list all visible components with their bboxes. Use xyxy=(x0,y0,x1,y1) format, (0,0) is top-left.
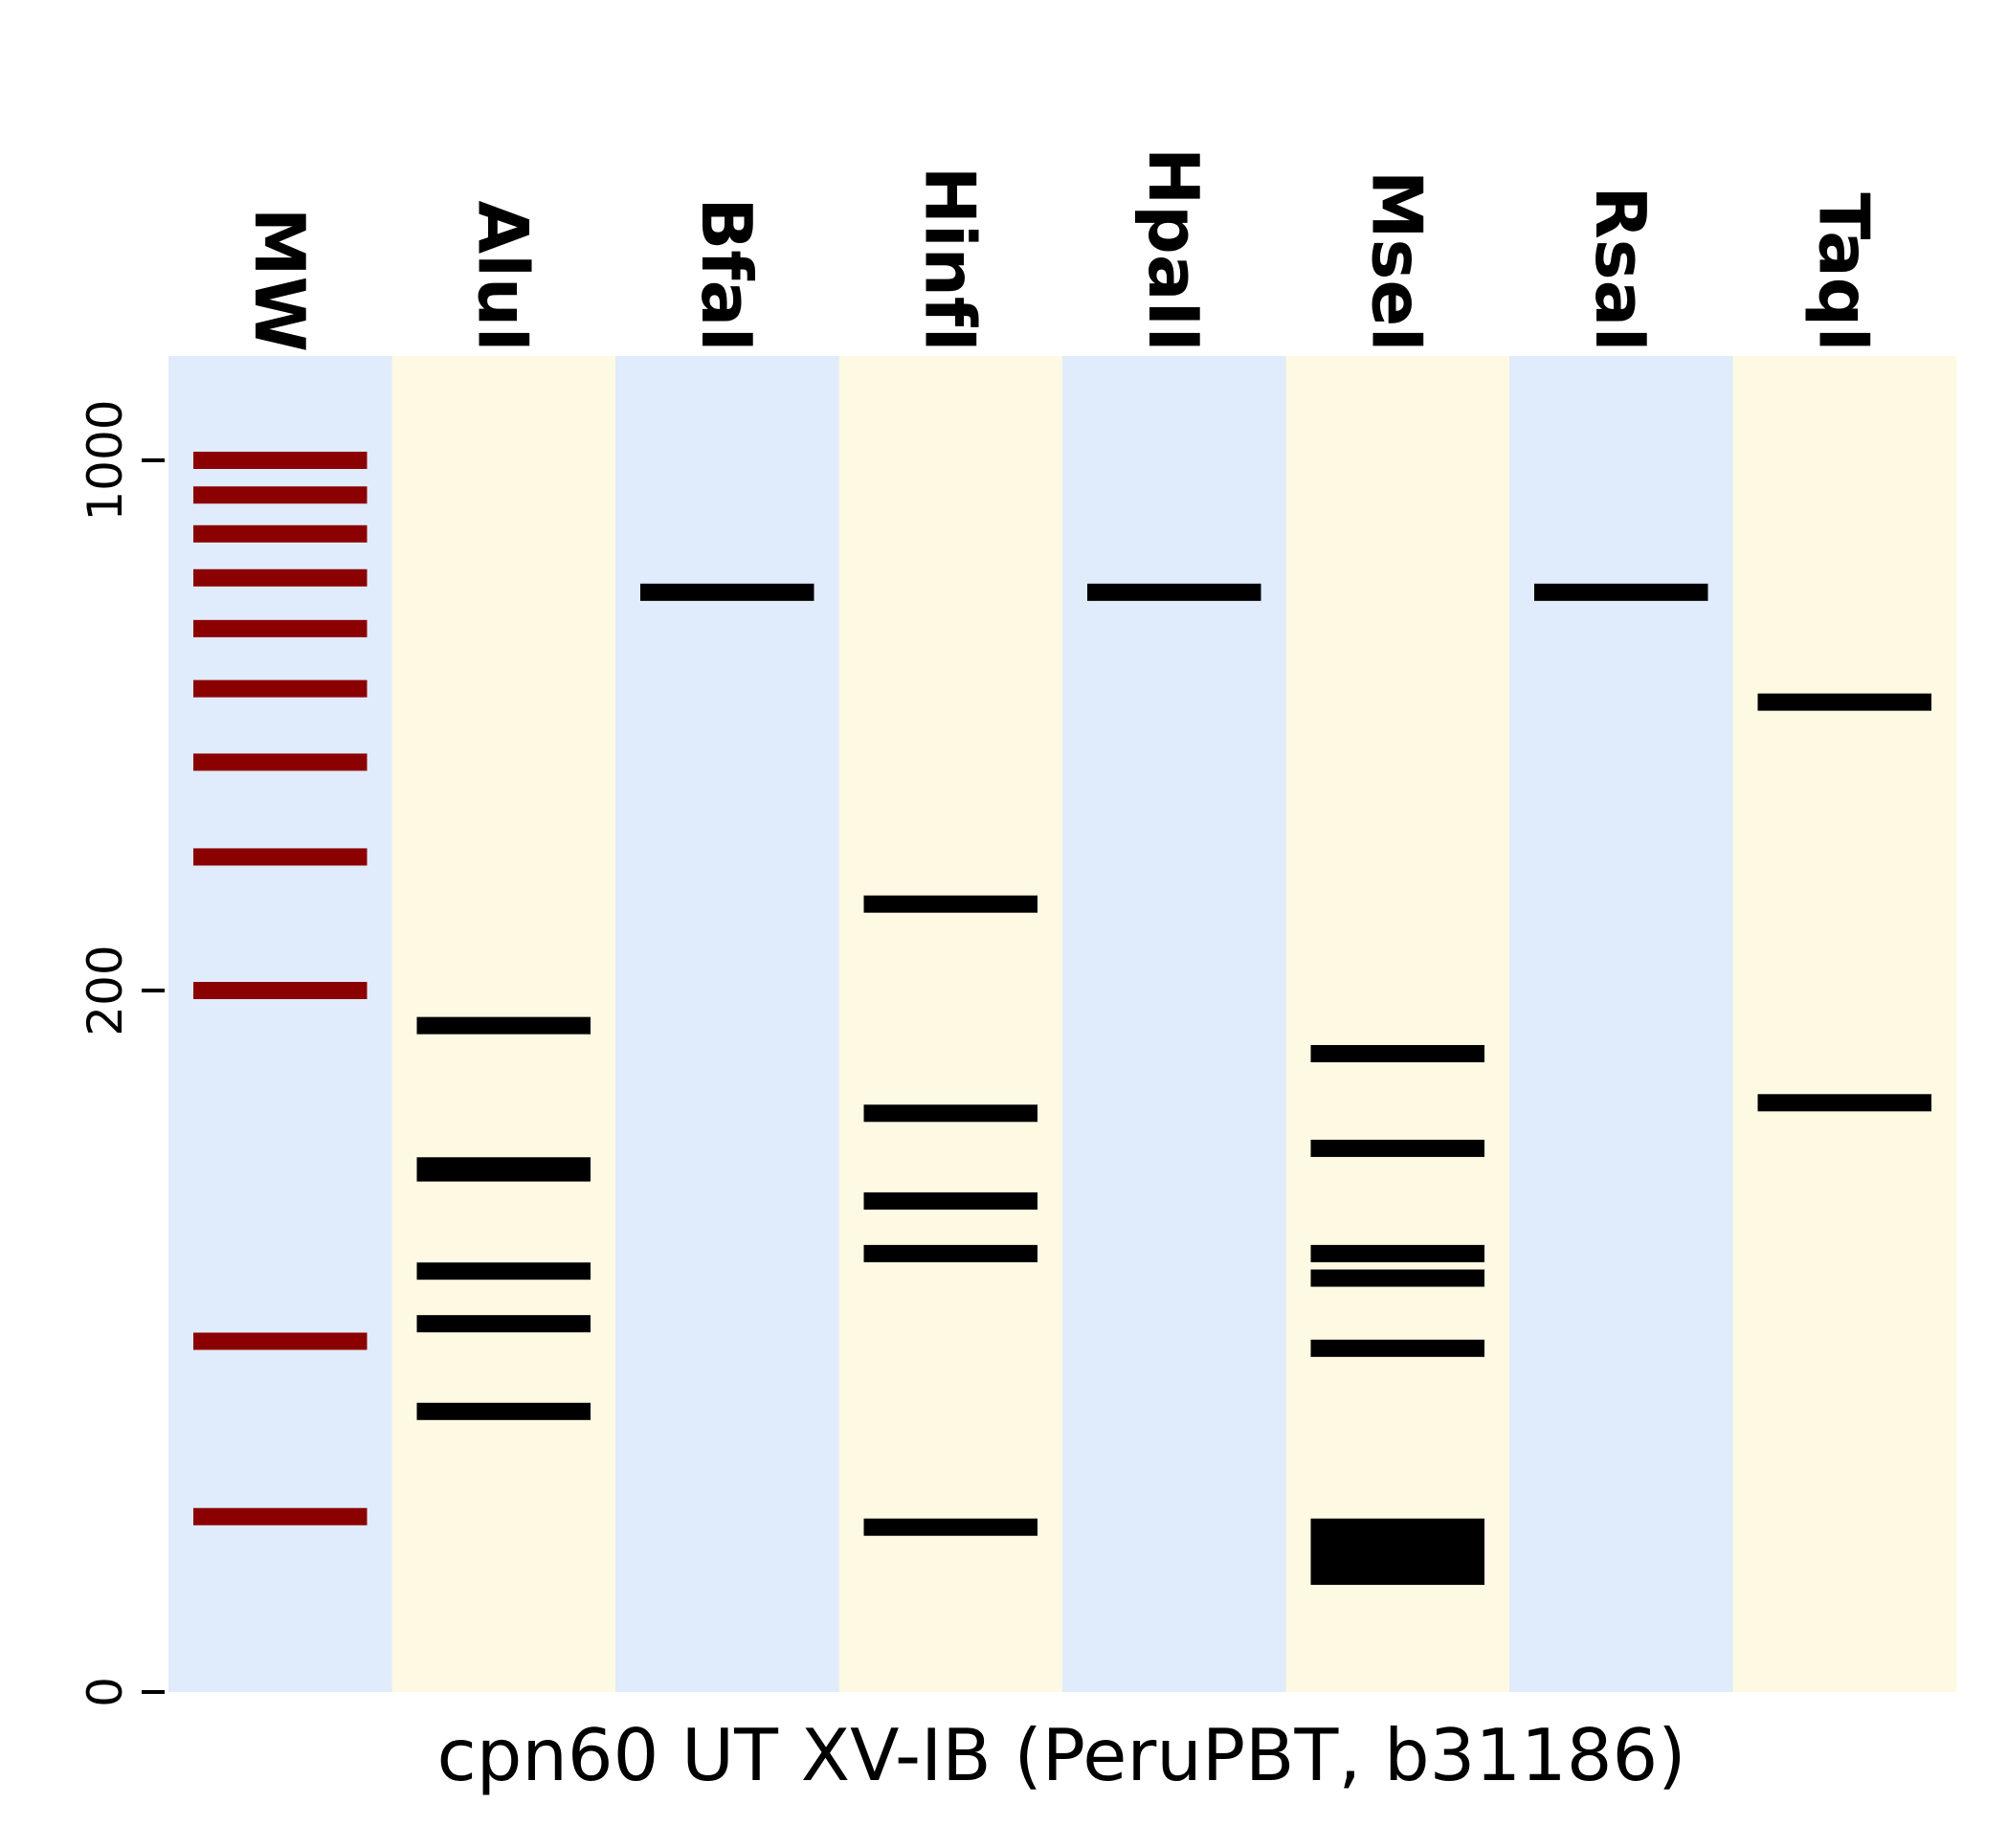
band-hinfi-1 xyxy=(863,895,1037,913)
band-msei-4 xyxy=(1310,1269,1484,1287)
lane-backgrounds xyxy=(168,356,1957,1692)
band-msei-1 xyxy=(1310,1044,1484,1062)
ladder-band-mw-5 xyxy=(193,619,368,637)
ladder-band-mw-4 xyxy=(193,568,368,587)
lane-label-taqi: TaqI xyxy=(1803,192,1884,352)
band-hinfi-2 xyxy=(863,1104,1037,1123)
lane-label-alui: AluI xyxy=(462,201,543,352)
x-axis-label: cpn60 UT XV-IB (PeruPBT, b31186) xyxy=(437,1713,1686,1797)
band-hinfi-4 xyxy=(863,1244,1037,1262)
lane-background-hinfi xyxy=(838,356,1063,1692)
band-hpaii-1 xyxy=(1087,583,1261,601)
ladder-band-mw-11 xyxy=(193,1507,368,1525)
band-hinfi-3 xyxy=(863,1191,1037,1210)
lane-background-mw xyxy=(168,356,392,1692)
lane-background-hpaii xyxy=(1062,356,1286,1692)
band-alui-5 xyxy=(416,1315,591,1333)
ladder-band-mw-3 xyxy=(193,524,368,543)
lane-label-bfai: BfaI xyxy=(686,197,767,352)
band-alui-4 xyxy=(416,1262,591,1280)
lane-background-taqi xyxy=(1732,356,1957,1692)
band-hinfi-5 xyxy=(863,1518,1037,1536)
lane-background-rsai xyxy=(1509,356,1733,1692)
lane-labels: MW AluI BfaI HinfI HpaII MseI RsaI TaqI xyxy=(239,147,1885,352)
band-taqi-1 xyxy=(1757,693,1931,711)
ladder-band-mw-2 xyxy=(193,486,368,504)
lane-label-hpaii: HpaII xyxy=(1133,147,1214,352)
band-rsai-1 xyxy=(1534,583,1708,601)
ladder-band-mw-7 xyxy=(193,753,368,771)
y-axis: 0 200 1000 xyxy=(78,399,165,1707)
band-alui-3 xyxy=(416,1164,591,1182)
band-taqi-2 xyxy=(1757,1094,1931,1112)
ladder-band-mw-9 xyxy=(193,982,368,999)
bands-layer xyxy=(193,452,1931,1586)
band-msei-10 xyxy=(1310,1568,1484,1586)
band-msei-3 xyxy=(1310,1244,1484,1262)
ladder-band-mw-10 xyxy=(193,1332,368,1350)
band-bfai-1 xyxy=(640,583,814,601)
y-tick-label-0: 0 xyxy=(78,1677,133,1707)
band-alui-1 xyxy=(416,1016,591,1035)
lane-label-rsai: RsaI xyxy=(1580,186,1661,352)
lane-label-hinfi: HinfI xyxy=(909,167,990,352)
y-tick-label-1000: 1000 xyxy=(78,399,133,521)
band-alui-6 xyxy=(416,1402,591,1420)
ladder-band-mw-1 xyxy=(193,452,368,469)
ladder-band-mw-6 xyxy=(193,679,368,698)
lane-background-bfai xyxy=(615,356,839,1692)
lane-label-msei: MseI xyxy=(1356,170,1437,352)
ladder-band-mw-8 xyxy=(193,848,368,866)
lane-background-msei xyxy=(1285,356,1510,1692)
band-msei-2 xyxy=(1310,1139,1484,1157)
y-tick-label-200: 200 xyxy=(78,945,133,1035)
band-msei-9 xyxy=(1310,1553,1484,1571)
band-msei-5 xyxy=(1310,1339,1484,1357)
lane-label-mw: MW xyxy=(239,208,320,352)
band-msei-6 xyxy=(1310,1518,1484,1536)
